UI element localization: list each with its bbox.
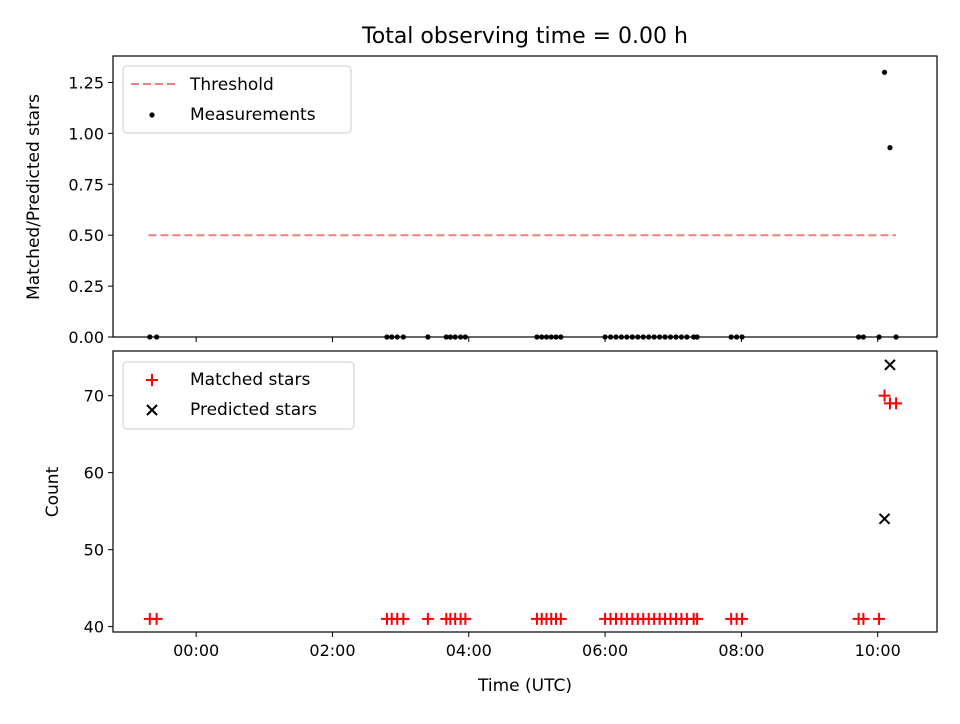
measurement-point (887, 145, 893, 151)
matched-star-marker (397, 612, 410, 625)
matched-star-marker (857, 612, 870, 625)
legend-matched-swatch (146, 374, 158, 386)
matched-star-marker (421, 612, 434, 625)
matched-star-marker (150, 612, 163, 625)
legend-label-matched: Matched stars (190, 370, 310, 390)
matched-star-marker (878, 389, 891, 402)
chart-title: Total observing time = 0.00 h (361, 24, 688, 49)
y-axis-label: Count (43, 466, 63, 517)
ratio-chart: Total observing time = 0.00 h Matched/Pr… (24, 24, 938, 347)
y-tick-label: 0.75 (68, 175, 104, 194)
y-tick-label: 0.50 (68, 226, 104, 245)
x-tick-label: 06:00 (582, 641, 628, 660)
x-tick-label: 08:00 (718, 641, 764, 660)
x-tick-label: 04:00 (446, 641, 492, 660)
plot-frame (112, 55, 938, 338)
legend-label-threshold: Threshold (189, 75, 274, 95)
legend: Threshold Measurements (122, 65, 352, 134)
y-tick-label: 60 (84, 464, 104, 483)
axes-layer: 00:00 02:00 04:00 06:00 08:00 10:00 40 50 60 70 (84, 387, 901, 660)
marker-stroke (878, 513, 891, 525)
legend-box (122, 65, 352, 134)
y-tick-label: 40 (84, 618, 104, 637)
matched-star-marker (890, 397, 903, 410)
y-tick-label: 1.25 (68, 73, 104, 92)
x-tick-label: 02:00 (309, 641, 355, 660)
matched-star-marker (459, 612, 472, 625)
measurement-point (881, 69, 888, 75)
y-tick-label: 50 (84, 541, 104, 560)
count-chart: Count Time (UTC) 00:00 02:00 04:00 06:00 08:… (43, 350, 938, 696)
x-tick-label: 10:00 (855, 641, 901, 660)
matched-star-marker (691, 612, 704, 625)
predicted-star-marker (878, 513, 891, 525)
y-axis-label: Matched/Predicted stars (24, 94, 44, 300)
legend-label-predicted: Predicted stars (190, 400, 317, 420)
y-tick-label: 0.25 (68, 277, 104, 296)
predicted-star-marker (884, 359, 896, 371)
legend: Matched stars Predicted stars (122, 361, 355, 430)
counts-layer (143, 359, 903, 625)
x-axis-label: Time (UTC) (477, 676, 572, 696)
matched-star-marker (554, 612, 567, 625)
legend-box (122, 361, 355, 430)
legend-measurements-swatch (149, 112, 155, 118)
y-tick-label: 70 (84, 387, 104, 406)
legend-predicted-swatch (146, 404, 158, 416)
plot-frame (112, 350, 938, 633)
matched-star-marker (873, 612, 886, 625)
axes-layer: 0.00 0.25 0.50 0.75 1.00 1.25 (68, 73, 879, 347)
matched-star-marker (736, 612, 749, 625)
x-tick-label: 00:00 (173, 641, 219, 660)
y-tick-label: 0.00 (68, 328, 104, 347)
y-tick-label: 1.00 (68, 124, 104, 143)
legend-label-measurements: Measurements (190, 105, 316, 125)
marker-stroke (884, 359, 896, 371)
